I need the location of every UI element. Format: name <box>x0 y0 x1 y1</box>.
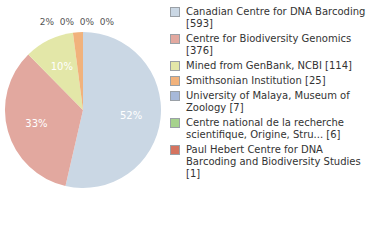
html-text:Canadian Centre for DNA Barcod: Canadian Centre for DNA Barcoding [593] <box>186 6 366 29</box>
html-text:Paul Hebert Centre for DNA Bar: Paul Hebert Centre for DNA Barcoding and… <box>186 144 361 179</box>
svg-text:0%: 0% <box>60 17 75 27</box>
html-text:Centre for Biodiversity Genomi: Centre for Biodiversity Genomics [376] <box>186 33 352 56</box>
html-text:Mined from GenBank, NCBI [114]: Mined from GenBank, NCBI [114] <box>186 60 352 71</box>
svg-text:2%: 2% <box>40 17 55 27</box>
svg-text:52%: 52% <box>120 110 142 121</box>
svg-text:0%: 0% <box>100 17 115 27</box>
svg-text:0%: 0% <box>80 17 95 27</box>
html-text:Centre national de la recherch: Centre national de la recherche scientif… <box>186 117 344 140</box>
html-text:Smithsonian Institution [25]: Smithsonian Institution [25] <box>186 75 326 86</box>
svg-text:33%: 33% <box>25 118 47 129</box>
svg-text:10%: 10% <box>51 61 73 72</box>
html-text:University of Malaya, Museum o: University of Malaya, Museum of Zoology … <box>186 90 350 113</box>
